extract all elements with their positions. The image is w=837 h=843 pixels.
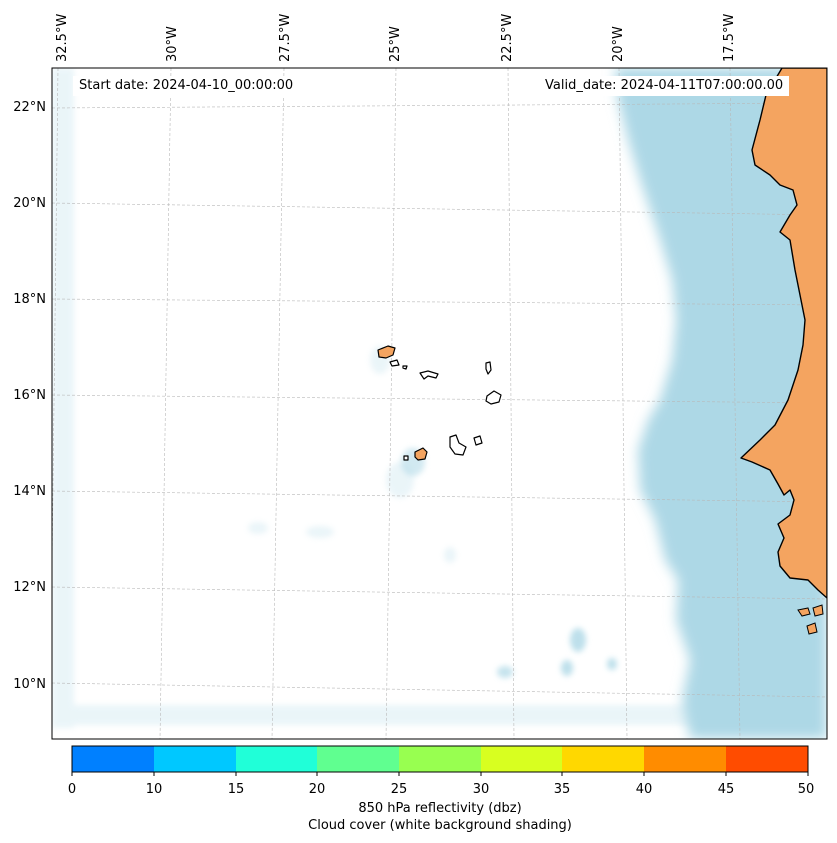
colorbar-segment [481, 746, 562, 772]
colorbar-segment [72, 746, 154, 772]
lon-label: 25°W [388, 26, 403, 62]
lat-label: 20°N [13, 196, 46, 211]
lat-label: 10°N [13, 677, 46, 692]
sao-vicente-island [389, 359, 400, 367]
colorbar-segment [562, 746, 644, 772]
lon-label: 20°W [611, 26, 626, 62]
brava-island [403, 455, 409, 461]
cloud-band [401, 68, 827, 739]
lat-label: 22°N [13, 100, 46, 115]
graticule [52, 68, 827, 739]
colorbar-tick: 25 [391, 782, 408, 797]
lat-label: 16°N [13, 388, 46, 403]
sao-nicolau-island [419, 370, 439, 380]
maio-island [473, 435, 483, 446]
lat-label: 14°N [13, 484, 46, 499]
santo-antao-island [377, 345, 396, 359]
colorbar-sublabel: Cloud cover (white background shading) [308, 818, 572, 833]
bissagos-island-3 [812, 604, 824, 617]
longitude-labels: 32.5°W 30°W 27.5°W 25°W 22.5°W 20°W 17.5… [55, 14, 737, 62]
bissagos-island-2 [806, 622, 818, 635]
colorbar-tick: 40 [636, 782, 653, 797]
fogo-island [414, 447, 428, 461]
valid-date-label: Valid_date: 2024-04-11T07:00:00.00 [539, 76, 790, 96]
colorbar-tick: 50 [798, 782, 815, 797]
bissagos-island-1 [797, 607, 811, 617]
colorbar-segment [644, 746, 726, 772]
colorbar-label: 850 hPa reflectivity (dbz) [358, 801, 522, 816]
colorbar: 0 10 15 20 25 30 35 40 45 50 [68, 745, 815, 797]
start-date-label: Start date: 2024-04-10_00:00:00 [73, 76, 300, 96]
colorbar-segment [399, 746, 481, 772]
boa-vista-island [485, 390, 502, 405]
lon-label: 22.5°W [500, 14, 515, 62]
colorbar-segment [317, 746, 399, 772]
santa-luzia-island [402, 365, 408, 370]
mainland-africa [740, 68, 827, 599]
colorbar-tick: 30 [473, 782, 490, 797]
map-frame [51, 67, 828, 740]
faint-cloud-traces [52, 68, 700, 728]
colorbar-segment [236, 746, 317, 772]
lat-label: 12°N [13, 580, 46, 595]
lat-label: 18°N [13, 292, 46, 307]
lon-label: 17.5°W [722, 14, 737, 62]
sal-island [485, 361, 492, 375]
colorbar-tick: 15 [228, 782, 245, 797]
latitude-labels: 22°N 20°N 18°N 16°N 14°N 12°N 10°N [13, 100, 46, 692]
colorbar-tick: 20 [309, 782, 326, 797]
colorbar-tick: 10 [146, 782, 163, 797]
colorbar-frame [71, 745, 809, 773]
colorbar-tick: 45 [718, 782, 735, 797]
colorbar-segment [726, 746, 808, 772]
colorbar-segment [154, 746, 236, 772]
santiago-island [449, 434, 467, 456]
lon-label: 30°W [165, 26, 180, 62]
lon-label: 27.5°W [278, 14, 293, 62]
lon-label: 32.5°W [55, 14, 70, 62]
cabo-verde-islands [377, 345, 502, 461]
colorbar-tick: 0 [68, 782, 76, 797]
colorbar-tick: 35 [554, 782, 571, 797]
